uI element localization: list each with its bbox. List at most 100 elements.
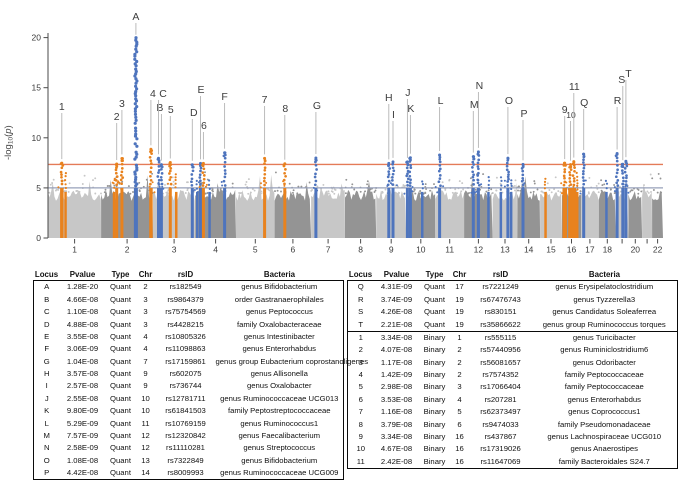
locus-cell: 1 (358, 332, 363, 342)
x-axis: 1 2 3 4 5 6 7 8 9 10 11 12 13 14 15 16 17 18 20 22 (72, 239, 663, 255)
rsid-cell: rs61841503 (165, 406, 206, 416)
locus-cell: 8 (358, 419, 363, 429)
chr-cell: 10 (141, 406, 150, 416)
pvalue-cell: 4.26E-08 (380, 307, 413, 317)
table-row-J: J 2.55E-08 Quant 10 rs12781711 genus Ruminoco… (34, 393, 344, 405)
locus-cell: 7 (358, 407, 363, 417)
rsid-cell: rs56081657 (480, 357, 521, 367)
chr-cell: 12 (141, 443, 150, 453)
pvalue-cell: 3.34E-08 (380, 432, 413, 442)
locus-column-Q (579, 152, 587, 238)
table-row-6: 6 3.53E-08 Binary 4 rs207281 genus Enterorhab… (348, 394, 678, 406)
pvalue-cell: 1.10E-08 (66, 307, 99, 317)
locus-label-N: N (476, 80, 484, 92)
bacteria-cell: genus Oxalobacter (246, 381, 312, 391)
y-tick-label: 15 (32, 83, 42, 93)
x-tick-label-chr1: 1 (72, 245, 77, 255)
column-header-rsid: rsID (492, 269, 509, 279)
table-row-B: B 4.66E-08 Quant 3 rs9864379 order Gastranaer… (34, 293, 344, 305)
rsid-cell: rs62373497 (480, 407, 521, 417)
chr-cell: 11 (141, 418, 150, 428)
locus-cell: 3 (358, 357, 363, 367)
locus-label-S: S (618, 74, 625, 86)
y-tick-label: 20 (32, 33, 42, 43)
chr-cell: 9 (143, 381, 148, 391)
type-cell: Binary (423, 332, 446, 342)
table-row-L: L 5.29E-09 Quant 11 rs10769159 genus Ruminoco… (34, 417, 344, 429)
type-cell: Quant (110, 443, 131, 453)
chr-cell: 17 (455, 282, 464, 292)
table-row-A: A 1.28E-20 Quant 2 rs182549 genus Bifidobacte… (34, 281, 344, 294)
type-cell: Quant (110, 468, 131, 478)
header-row: Locus Pvalue Type Chr rsID Bacteria (348, 268, 678, 281)
pvalue-cell: 3.53E-08 (380, 394, 413, 404)
rsid-cell: rs7221249 (482, 282, 519, 292)
locus-column-I (391, 160, 398, 238)
table-row-5: 5 2.98E-08 Binary 3 rs17066404 family Peptoco… (348, 381, 678, 393)
left-table-body: A 1.28E-20 Quant 2 rs182549 genus Bifidobacte… (33, 280, 368, 480)
chr-cell: 13 (141, 455, 150, 465)
chr-cell: 2 (457, 370, 462, 380)
table-row-F: F 3.06E-09 Quant 4 rs11098863 genus Enterorha… (34, 343, 344, 355)
chr-cell: 3 (143, 294, 148, 304)
locus-column-G (312, 156, 319, 238)
locus-label-J: J (405, 87, 410, 99)
locus-column-M (470, 155, 478, 238)
locus-column-7 (259, 156, 268, 238)
table-row-P: P 4.42E-08 Quant 14 rs8009993 genus Ruminococ… (34, 467, 344, 480)
chr-cell: 4 (143, 344, 148, 354)
chr-cell: 3 (143, 319, 148, 329)
locus-label-A: A (132, 11, 139, 23)
locus-column-N (476, 150, 483, 238)
column-header-rsid: rsID (177, 269, 194, 279)
bacteria-cell: order Gastranaerophilales (234, 294, 324, 304)
type-cell: Binary (423, 432, 446, 442)
column-header-chr: Chr (138, 269, 153, 279)
pvalue-cell: 3.34E-08 (380, 332, 413, 342)
locus-label-I: I (392, 109, 395, 121)
locus-label-D: D (190, 107, 198, 119)
locus-cell: D (43, 319, 50, 329)
column-header-pvalue: Pvalue (383, 269, 410, 279)
bacteria-cell: genus Candidatus Soleaferrea (552, 307, 657, 317)
chr-cell: 16 (455, 444, 464, 454)
pvalue-cell: 4.07E-08 (380, 345, 413, 355)
chr-cell: 2 (143, 282, 148, 292)
y-axis: 0 5 10 15 20 -log10(p) (3, 33, 49, 243)
x-tick-label-chr13: 13 (500, 245, 510, 255)
table-row-R: R 3.74E-09 Quant 19 rs67476743 genus Tyzzerel… (348, 293, 678, 305)
chr-cell: 3 (143, 307, 148, 317)
pvalue-cell: 9.80E-09 (66, 406, 99, 416)
table-row-4: 4 1.42E-09 Binary 2 rs7574352 family Peptococ… (348, 369, 678, 381)
type-cell: Binary (423, 394, 446, 404)
x-tick-label-chr8: 8 (358, 245, 363, 255)
bacteria-cell: genus Ruminococcaceae UCG009 (220, 468, 339, 478)
pvalue-cell: 4.66E-08 (66, 294, 99, 304)
type-cell: Quant (424, 307, 445, 317)
locus-cell: L (44, 418, 49, 428)
table-row-10: 10 4.67E-08 Binary 16 rs17319026 genus Anaero… (348, 443, 678, 455)
locus-cell: R (357, 294, 364, 304)
bacteria-cell: genus Anaerostipes (570, 444, 639, 454)
type-cell: Quant (110, 282, 131, 292)
locus-column-O (503, 156, 510, 238)
rsid-cell: rs17066404 (480, 382, 521, 392)
x-tick-label-chr2: 2 (125, 245, 130, 255)
pvalue-cell: 1.04E-08 (66, 356, 99, 366)
locus-column-H (386, 161, 392, 238)
locus-cell: 4 (358, 370, 363, 380)
type-cell: Quant (110, 455, 131, 465)
column-header-chr: Chr (452, 269, 467, 279)
locus-cell: E (44, 331, 50, 341)
type-cell: Binary (423, 444, 446, 454)
x-tick-label-chr14: 14 (524, 245, 534, 255)
y-tick-label: 5 (36, 183, 41, 193)
bacteria-cell: genus Enterorhabdus (567, 394, 641, 404)
type-cell: Binary (423, 357, 446, 367)
locus-label-C: C (159, 88, 167, 100)
locus-cell: Q (357, 282, 364, 292)
x-tick-label-chr6: 6 (291, 245, 296, 255)
pvalue-cell: 4.31E-09 (380, 282, 413, 292)
bacteria-cell: genus Streptococcus (243, 443, 316, 453)
locus-label-E: E (197, 84, 204, 96)
